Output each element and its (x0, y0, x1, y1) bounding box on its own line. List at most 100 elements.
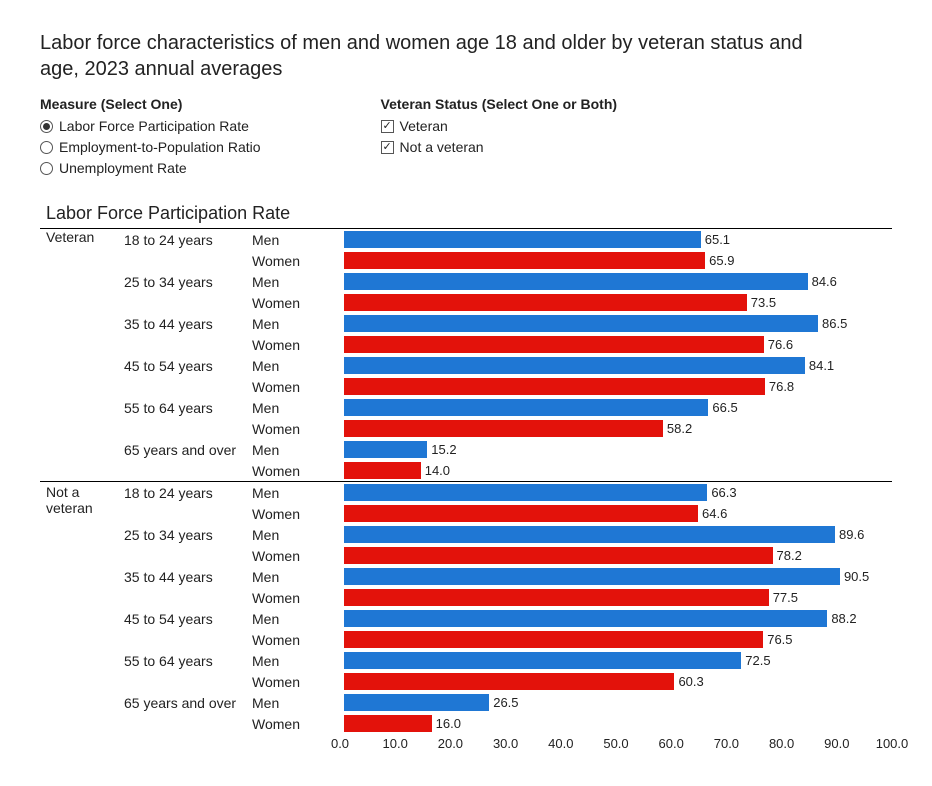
status-checkbox[interactable]: ✓Veteran (381, 116, 618, 137)
controls-region: Measure (Select One) Labor Force Partici… (40, 96, 892, 179)
bar-area: 78.2 (344, 545, 892, 566)
axis-tick: 90.0 (824, 736, 849, 751)
chart-row: 55 to 64 yearsMen 72.5 (40, 650, 892, 671)
bar-area: 65.9 (344, 250, 892, 271)
bar-value-label: 90.5 (844, 569, 869, 584)
bar-area: 76.8 (344, 376, 892, 397)
chart-row: 25 to 34 yearsMen89.6 (40, 524, 892, 545)
age-cell: 35 to 44 years (124, 316, 252, 332)
chart-row: Women60.3 (40, 671, 892, 692)
sex-cell: Men (252, 611, 344, 627)
bar-area: 26.5 (344, 692, 892, 713)
bar (344, 231, 701, 248)
chart-row: 65 years and overMen15.2 (40, 439, 892, 460)
status-cell: Veteran (40, 229, 124, 245)
bar-chart: Veteran18 to 24 yearsMen65.1Women65.925 … (40, 228, 892, 756)
bar-value-label: 77.5 (773, 590, 798, 605)
chart-row: 45 to 54 yearsMen88.2 (40, 608, 892, 629)
bar-value-label: 73.5 (751, 295, 776, 310)
sex-cell: Women (252, 379, 344, 395)
bar (344, 336, 764, 353)
chart-row: Women73.5 (40, 292, 892, 313)
chart-row: Women58.2 (40, 418, 892, 439)
axis-tick: 10.0 (383, 736, 408, 751)
chart-row: Women16.0 (40, 713, 892, 734)
bar-value-label: 76.6 (768, 337, 793, 352)
bar-value-label: 89.6 (839, 527, 864, 542)
chart-row: Women76.8 (40, 376, 892, 397)
age-cell: 55 to 64 years (124, 400, 252, 416)
axis-tick: 0.0 (331, 736, 349, 751)
sex-cell: Men (252, 316, 344, 332)
status-checkbox[interactable]: ✓ Not a veteran (381, 137, 618, 158)
bar-value-label: 15.2 (431, 442, 456, 457)
status-label: Veteran Status (Select One or Both) (381, 96, 618, 112)
radio-label: Employment-to-Population Ratio (59, 137, 261, 158)
sex-cell: Men (252, 653, 344, 669)
bar-value-label: 65.9 (709, 253, 734, 268)
bar (344, 315, 818, 332)
radio-label: Labor Force Participation Rate (59, 116, 249, 137)
status-block: Not a veteran18 to 24 yearsMen66.3Women6… (40, 481, 892, 734)
axis-tick: 50.0 (603, 736, 628, 751)
sex-cell: Women (252, 337, 344, 353)
bar-area: 60.3 (344, 671, 892, 692)
bar-area: 58.2 (344, 418, 892, 439)
chart-row: 25 to 34 yearsMen84.6 (40, 271, 892, 292)
bar-value-label: 72.5 (745, 653, 770, 668)
bar-area: 84.6 (344, 271, 892, 292)
bar-area: 72.5 (344, 650, 892, 671)
bar-value-label: 76.5 (767, 632, 792, 647)
page-title: Labor force characteristics of men and w… (40, 30, 820, 82)
bar-area: 66.3 (344, 482, 892, 503)
chart-row: Veteran18 to 24 yearsMen65.1 (40, 229, 892, 250)
sex-cell: Women (252, 506, 344, 522)
checkbox-icon: ✓ (381, 141, 394, 154)
measure-radio[interactable]: Unemployment Rate (40, 158, 261, 179)
sex-cell: Women (252, 463, 344, 479)
checkbox-label: Not a veteran (400, 137, 484, 158)
bar (344, 694, 489, 711)
bar (344, 505, 698, 522)
measure-label: Measure (Select One) (40, 96, 261, 112)
bar (344, 462, 421, 479)
bar (344, 568, 840, 585)
measure-radio[interactable]: Employment-to-Population Ratio (40, 137, 261, 158)
bar (344, 610, 827, 627)
sex-cell: Women (252, 590, 344, 606)
bar-value-label: 60.3 (678, 674, 703, 689)
bar-area: 76.6 (344, 334, 892, 355)
age-cell: 55 to 64 years (124, 653, 252, 669)
checkbox-label: Veteran (400, 116, 448, 137)
bar-value-label: 78.2 (777, 548, 802, 563)
chart-row: Women 77.5 (40, 587, 892, 608)
status-block: Veteran18 to 24 yearsMen65.1 Women 65.9 25 … (40, 228, 892, 481)
age-cell: 45 to 54 years (124, 611, 252, 627)
bar-area: 16.0 (344, 713, 892, 734)
bar (344, 378, 765, 395)
bar-area: 14.0 (344, 460, 892, 481)
age-cell: 65 years and over (124, 442, 252, 458)
sex-cell: Men (252, 695, 344, 711)
bar-value-label: 66.5 (712, 400, 737, 415)
sex-cell: Men (252, 274, 344, 290)
x-axis: 0.010.020.030.040.050.060.070.080.090.01… (40, 736, 892, 756)
bar-value-label: 64.6 (702, 506, 727, 521)
bar-area: 77.5 (344, 587, 892, 608)
bar-value-label: 66.3 (711, 485, 736, 500)
bar-area: 73.5 (344, 292, 892, 313)
age-cell: 25 to 34 years (124, 527, 252, 543)
measure-radio[interactable]: Labor Force Participation Rate (40, 116, 261, 137)
bar (344, 715, 432, 732)
bar-area: 89.6 (344, 524, 892, 545)
sex-cell: Men (252, 485, 344, 501)
axis-tick: 80.0 (769, 736, 794, 751)
age-cell: 18 to 24 years (124, 485, 252, 501)
bar-area: 64.6 (344, 503, 892, 524)
bar-area: 65.1 (344, 229, 892, 250)
status-control-group: Veteran Status (Select One or Both) ✓Vet… (381, 96, 618, 179)
bar-value-label: 84.1 (809, 358, 834, 373)
sex-cell: Men (252, 232, 344, 248)
age-cell: 25 to 34 years (124, 274, 252, 290)
age-cell: 65 years and over (124, 695, 252, 711)
